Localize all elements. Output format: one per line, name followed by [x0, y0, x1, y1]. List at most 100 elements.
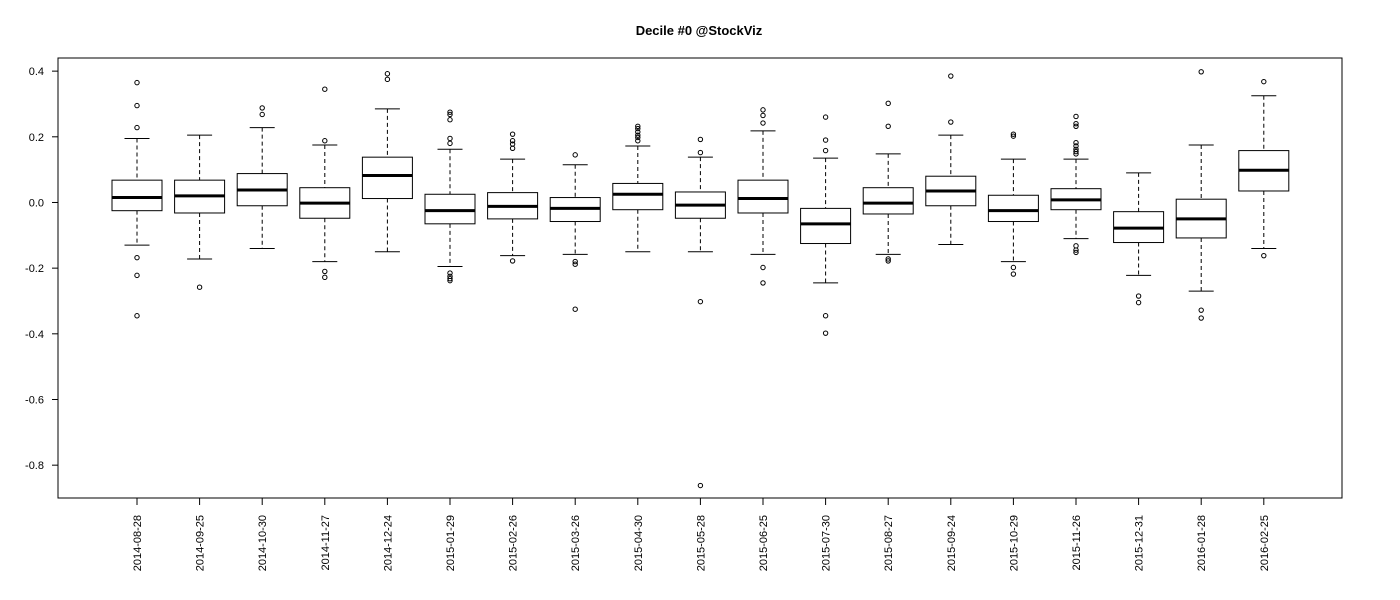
box-group	[361, 71, 413, 253]
outlier-point	[134, 102, 140, 109]
outlier-point	[509, 138, 516, 144]
outlier-point	[948, 73, 954, 79]
outlier-point	[1073, 148, 1079, 155]
box-group	[1050, 113, 1102, 256]
x-tick-label: 2015-12-31	[1134, 515, 1146, 571]
plot-frame	[57, 57, 1343, 499]
outlier-point	[1135, 299, 1142, 306]
outlier-point	[572, 261, 578, 267]
box-group	[862, 100, 914, 264]
outlier-point	[948, 119, 954, 125]
outlier-point	[572, 152, 578, 158]
y-tick-label: -0.6	[25, 394, 44, 406]
box-group	[737, 107, 789, 286]
outlier-point	[1073, 113, 1079, 120]
outlier-point	[384, 71, 391, 77]
outlier-point	[1198, 307, 1204, 313]
outlier-point	[1073, 243, 1079, 249]
outlier-point	[635, 125, 641, 132]
outlier-point	[1198, 315, 1204, 321]
x-tick-label: 2014-11-27	[320, 515, 332, 570]
outlier-point	[1010, 264, 1017, 271]
outlier-point	[1261, 252, 1267, 259]
outlier-point	[447, 270, 453, 276]
outlier-point	[322, 268, 328, 275]
box-group	[612, 123, 664, 253]
outlier-point	[1010, 133, 1017, 139]
box-group	[236, 105, 288, 249]
x-tick-label: 2015-02-26	[508, 515, 520, 571]
outlier-point	[572, 258, 578, 265]
outlier-point	[1073, 249, 1079, 256]
outlier-point	[1073, 120, 1079, 127]
outlier-point	[509, 145, 516, 151]
outlier-point	[384, 76, 391, 83]
box	[424, 193, 476, 225]
outlier-point	[259, 105, 265, 111]
outlier-point	[1261, 78, 1267, 85]
x-tick-label: 2015-09-24	[946, 515, 958, 571]
outlier-point	[635, 132, 641, 138]
outlier-point	[1010, 271, 1017, 277]
x-tick-label: 2016-02-25	[1259, 515, 1271, 571]
outlier-point	[509, 258, 516, 264]
outlier-point	[509, 131, 516, 137]
outlier-point	[196, 284, 203, 290]
box-group	[549, 152, 601, 312]
x-tick-label: 2015-07-30	[821, 515, 833, 571]
box-group	[299, 86, 351, 281]
outlier-point	[447, 277, 453, 284]
outlier-point	[447, 109, 453, 115]
outlier-point	[447, 275, 453, 282]
box-group	[1113, 172, 1165, 306]
x-tick-label: 2015-11-26	[1071, 515, 1083, 570]
outlier-point	[635, 134, 641, 141]
box	[800, 207, 852, 245]
outlier-point	[822, 137, 829, 143]
outlier-point	[885, 100, 891, 107]
outlier-point	[572, 306, 578, 312]
outlier-point	[447, 111, 453, 118]
outlier-point	[1010, 131, 1017, 137]
outlier-point	[822, 114, 829, 120]
outlier-point	[760, 112, 766, 119]
chart-title: Decile #0 @StockViz	[636, 23, 763, 38]
outlier-point	[885, 258, 891, 264]
x-tick-label: 2014-09-25	[195, 515, 207, 571]
outlier-point	[1073, 143, 1079, 149]
y-axis: 0.4 0.2 0.0 -0.2 -0.4 -0.6 -0.8	[25, 66, 58, 472]
outlier-point	[447, 140, 453, 147]
outlier-point	[134, 79, 140, 86]
outlier-point	[635, 129, 641, 135]
box-group	[800, 114, 852, 336]
outlier-point	[1073, 151, 1079, 157]
outlier-point	[885, 123, 891, 129]
x-tick-label: 2015-06-25	[758, 515, 770, 571]
outlier-point	[1135, 293, 1142, 299]
x-tick-label: 2015-08-27	[883, 515, 895, 571]
x-axis: 2014-08-28 2014-09-25 2014-10-30 2014-11-27…	[132, 498, 1271, 571]
box	[111, 179, 163, 212]
y-tick-label: -0.8	[25, 460, 44, 472]
outlier-point	[760, 280, 766, 286]
box-group	[487, 131, 539, 264]
y-tick-label: 0.0	[29, 197, 44, 209]
outlier-point	[635, 123, 641, 129]
box	[612, 182, 664, 211]
outlier-point	[447, 117, 453, 123]
outlier-point	[134, 124, 140, 131]
box	[987, 194, 1039, 223]
box-group	[111, 79, 163, 319]
outlier-point	[322, 138, 328, 144]
x-tick-label: 2015-01-29	[445, 515, 457, 571]
outlier-point	[1073, 247, 1079, 253]
box-group	[674, 136, 726, 489]
x-tick-label: 2014-12-24	[382, 515, 394, 571]
outlier-point	[1198, 69, 1204, 75]
outlier-point	[134, 272, 140, 279]
outlier-point	[1073, 123, 1079, 129]
outlier-point	[760, 107, 766, 113]
y-tick-label: -0.2	[25, 263, 44, 275]
x-tick-label: 2015-03-26	[570, 515, 582, 571]
